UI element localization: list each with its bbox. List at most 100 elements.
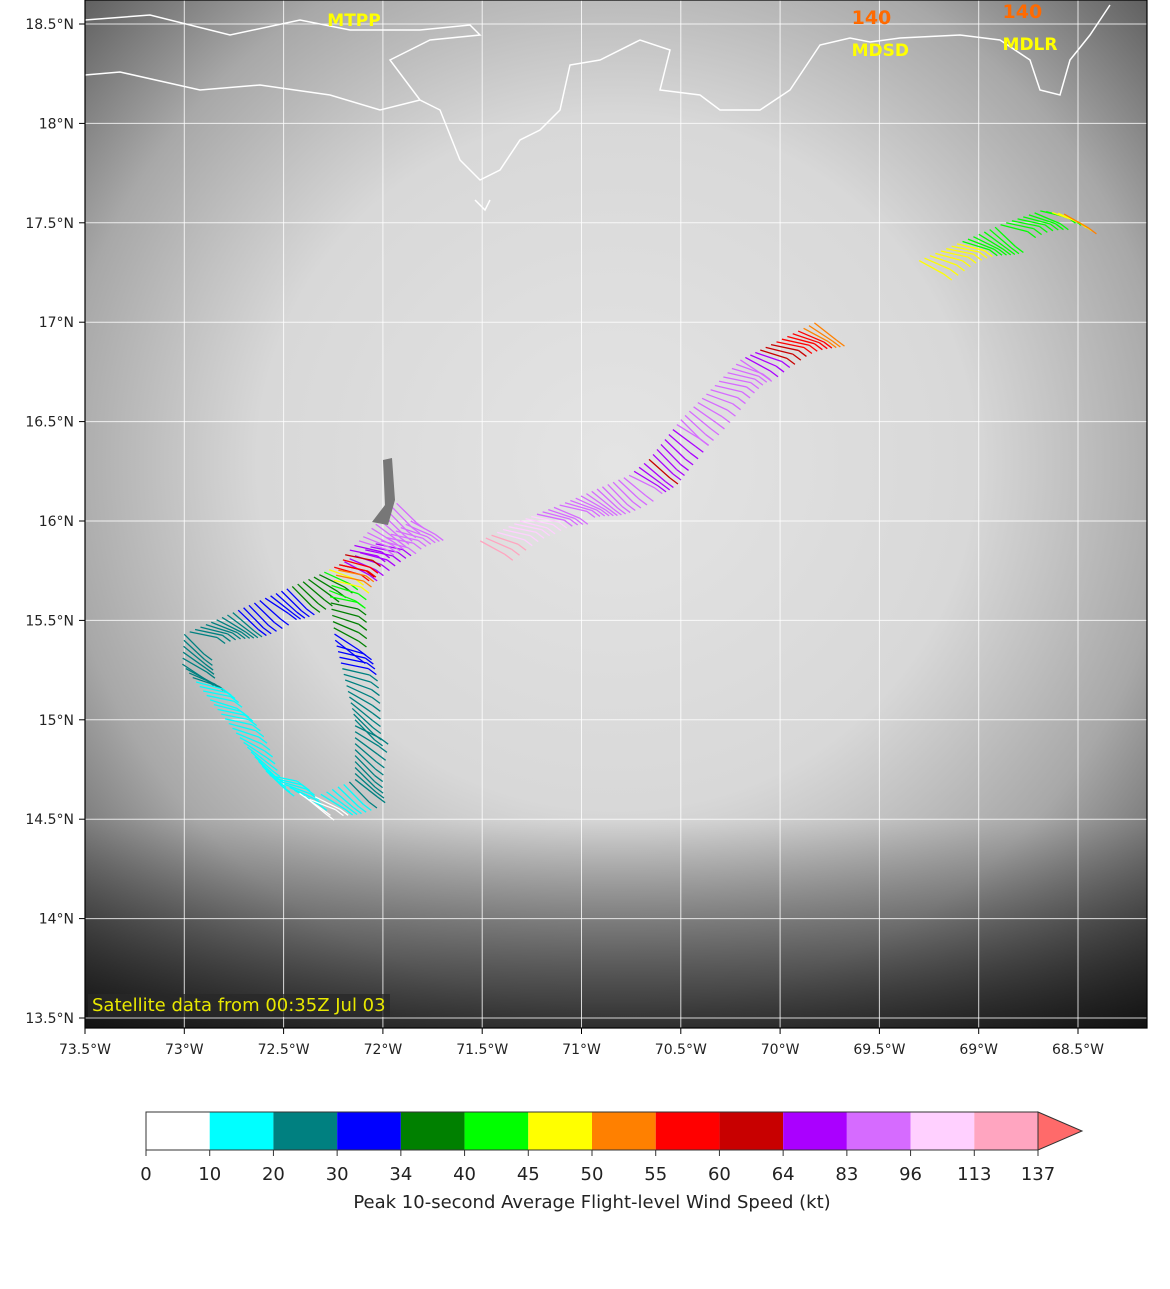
wind-barb-flag	[402, 549, 412, 557]
wind-barb-flag	[758, 375, 768, 383]
colorbar-swatch	[337, 1112, 401, 1150]
aircraft-icon	[372, 458, 395, 525]
colorbar-swatch	[146, 1112, 210, 1150]
wind-barb-flag	[993, 248, 1003, 256]
wind-barb-flag	[311, 605, 321, 613]
wind-barb	[940, 250, 969, 258]
wind-barb-flag	[385, 548, 395, 556]
wind-barb-flag	[1014, 245, 1024, 254]
wind-barb	[962, 240, 990, 251]
wind-barb	[688, 410, 712, 430]
wind-barb	[329, 569, 356, 580]
x-tick-label: 72.5°W	[258, 1042, 310, 1058]
wind-barb	[776, 341, 805, 349]
wind-barb-flag	[962, 260, 971, 268]
wind-barb	[676, 424, 701, 440]
wind-barb	[309, 798, 336, 811]
wind-barb-flag	[339, 808, 349, 816]
wind-barb	[591, 490, 614, 510]
wind-barb-flag	[1038, 225, 1048, 233]
wind-barb	[618, 479, 640, 500]
wind-barb	[710, 389, 738, 399]
wind-barb	[718, 380, 747, 388]
wind-barb	[304, 795, 327, 815]
wind-barb-flag	[523, 539, 533, 547]
wind-barb	[946, 248, 974, 255]
wind-barb-flag	[357, 608, 367, 616]
y-tick-label: 16.5°N	[25, 415, 74, 431]
wind-barb-flag	[261, 743, 271, 751]
wind-barb	[354, 731, 380, 747]
colorbar-tick-label: 30	[325, 1164, 349, 1185]
wind-barb	[525, 518, 554, 526]
wind-barb	[375, 523, 399, 542]
wind-barb	[491, 534, 519, 545]
wind-barb	[224, 718, 253, 726]
wind-barb	[227, 614, 251, 633]
wind-barb-flag	[818, 342, 828, 350]
y-tick-label: 14°N	[39, 912, 74, 928]
wind-barb-flag	[1044, 224, 1054, 232]
wind-barb	[994, 226, 1016, 247]
wind-barb-flag	[296, 611, 306, 619]
wind-barb	[340, 564, 369, 572]
wind-barb-flag	[1002, 248, 1012, 256]
y-tick-label: 14.5°N	[25, 812, 74, 828]
wind-barb-flag	[344, 808, 354, 816]
wind-barb-flag	[1055, 223, 1064, 231]
wind-barb	[514, 523, 542, 531]
wind-barb	[213, 704, 242, 713]
wind-barb	[329, 589, 356, 602]
colorbar-extend-arrow	[1037, 1111, 1084, 1151]
wind-barb	[672, 429, 696, 447]
wind-barb	[638, 466, 663, 485]
colorbar-tick-label: 34	[389, 1164, 413, 1185]
wind-barb-flag	[377, 753, 387, 761]
wind-barb-flag	[306, 788, 315, 796]
wind-barb-flag	[781, 360, 791, 369]
wind-barb	[1000, 224, 1028, 233]
colorbar-tick-label: 45	[516, 1164, 540, 1185]
wind-barb	[727, 372, 756, 380]
x-tick-label: 73.5°W	[59, 1042, 111, 1058]
wind-barb-flag	[1027, 231, 1037, 239]
wind-barb-flag	[517, 543, 527, 551]
wind-barb	[343, 783, 364, 805]
wind-barb-flag	[978, 251, 988, 259]
wind-barb-flag	[988, 249, 998, 257]
wind-barb-flag	[357, 805, 367, 813]
wind-barb	[265, 770, 287, 791]
wind-barb	[228, 722, 256, 732]
wind-barb	[575, 497, 602, 511]
wind-barb-flag	[206, 671, 216, 679]
wind-barb-flag	[249, 631, 259, 639]
y-tick-label: 15°N	[39, 713, 74, 729]
wind-barb	[628, 474, 655, 489]
wind-barb-flag	[617, 507, 627, 515]
wind-barb	[918, 260, 945, 275]
wind-barb-flag	[318, 803, 328, 811]
wind-barb-flag	[335, 809, 344, 817]
gridlines	[85, 0, 1147, 1028]
colorbar-title: Peak 10-second Average Flight-level Wind…	[353, 1192, 831, 1213]
colorbar-tick-label: 96	[899, 1164, 923, 1185]
wind-barb-flag	[317, 602, 327, 610]
wind-barb	[951, 245, 980, 253]
wind-barb	[652, 453, 674, 475]
wind-barb-flag	[694, 445, 704, 453]
wind-barb-flag	[397, 551, 407, 559]
wind-barb	[232, 727, 260, 738]
wind-barb-flag	[775, 365, 785, 373]
wind-barb	[668, 434, 691, 454]
wind-barb	[983, 231, 1008, 250]
stations: MTPP MDSD 140 MDLR 140	[327, 1, 1057, 61]
wind-barb-flag	[371, 696, 381, 704]
wind-barb	[274, 777, 303, 786]
wind-barb-flag	[591, 509, 601, 517]
wind-barb	[354, 737, 379, 755]
wind-barb-flag	[792, 353, 802, 361]
wind-barb-flag	[245, 631, 255, 639]
wind-barb	[235, 732, 263, 745]
wind-barb	[209, 699, 238, 709]
wind-barb	[358, 540, 386, 550]
